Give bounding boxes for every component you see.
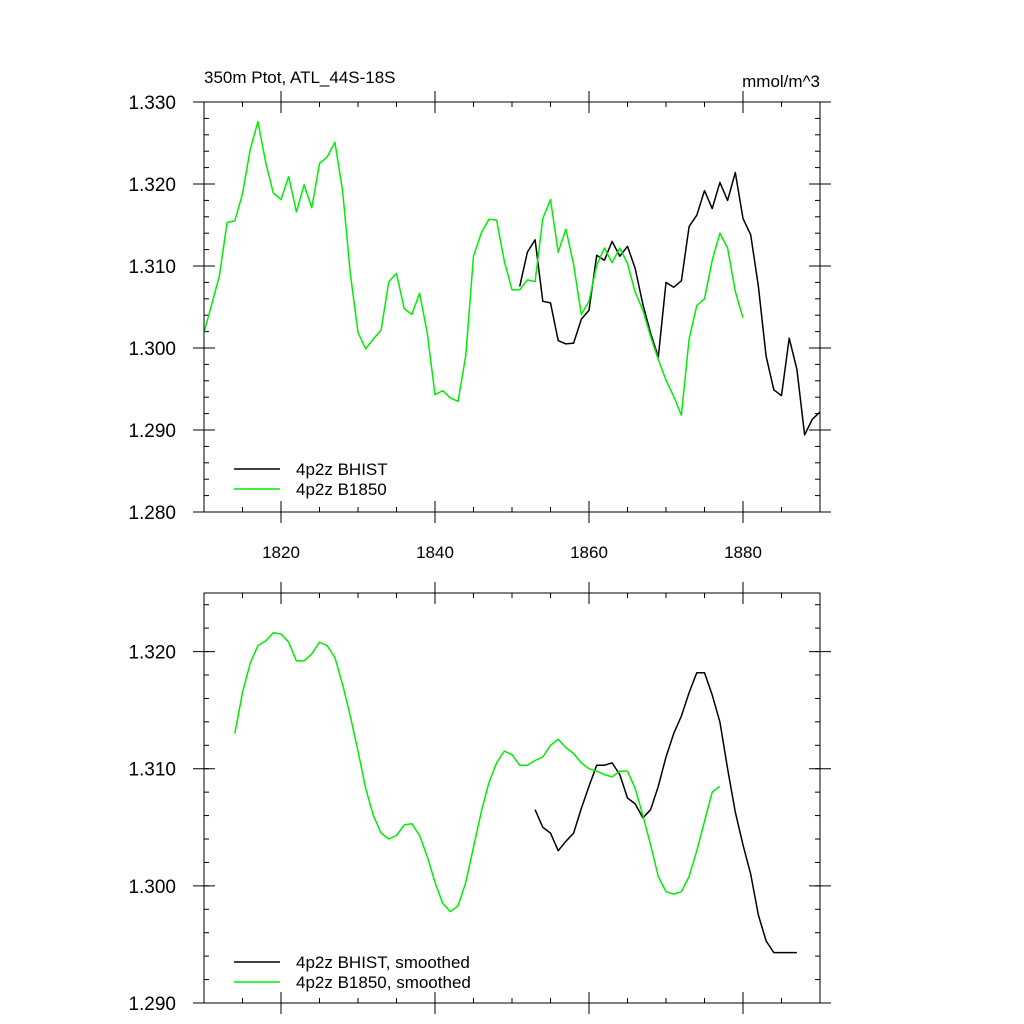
top-series-line-bhist	[518, 171, 821, 436]
chart-title: 350m Ptot, ATL_44S-18S	[204, 68, 396, 87]
top-y-tick-label: 1.290	[128, 421, 176, 442]
top-plot-frame	[203, 101, 821, 513]
legend-label-bhist: 4p2z BHIST	[296, 460, 388, 479]
plot-layer: 1820 1840 1860 1880 1.280 1.290 1.300 1.310 1.32…	[128, 91, 831, 1015]
top-x-tick-label: 1860	[570, 543, 608, 562]
bottom-y-tick-label: 1.320	[128, 643, 176, 664]
top-x-tick-label: 1820	[262, 543, 300, 562]
top-y-tick-label: 1.310	[128, 257, 176, 278]
bottom-y-tick-label: 1.300	[128, 877, 176, 898]
legend-label-b1850: 4p2z B1850	[296, 480, 387, 499]
top-series-line-b1850	[203, 120, 744, 416]
bottom-series-line-b1850	[234, 632, 721, 913]
bottom-plot-frame	[203, 592, 821, 1004]
legend-label-bhist-smoothed: 4p2z BHIST, smoothed	[296, 953, 470, 972]
top-y-tick-label: 1.320	[128, 175, 176, 196]
units-label: mmol/m^3	[742, 72, 820, 91]
legend-label-b1850-smoothed: 4p2z B1850, smoothed	[296, 973, 471, 992]
top-y-tick-label: 1.330	[128, 93, 176, 114]
top-x-tick-label: 1840	[416, 543, 454, 562]
top-y-tick-label: 1.280	[128, 503, 176, 524]
top-y-tick-label: 1.300	[128, 339, 176, 360]
bottom-series-line-bhist	[534, 671, 797, 954]
top-x-tick-label: 1880	[724, 543, 762, 562]
bottom-y-tick-label: 1.310	[128, 760, 176, 781]
bottom-y-tick-label: 1.290	[128, 994, 176, 1015]
